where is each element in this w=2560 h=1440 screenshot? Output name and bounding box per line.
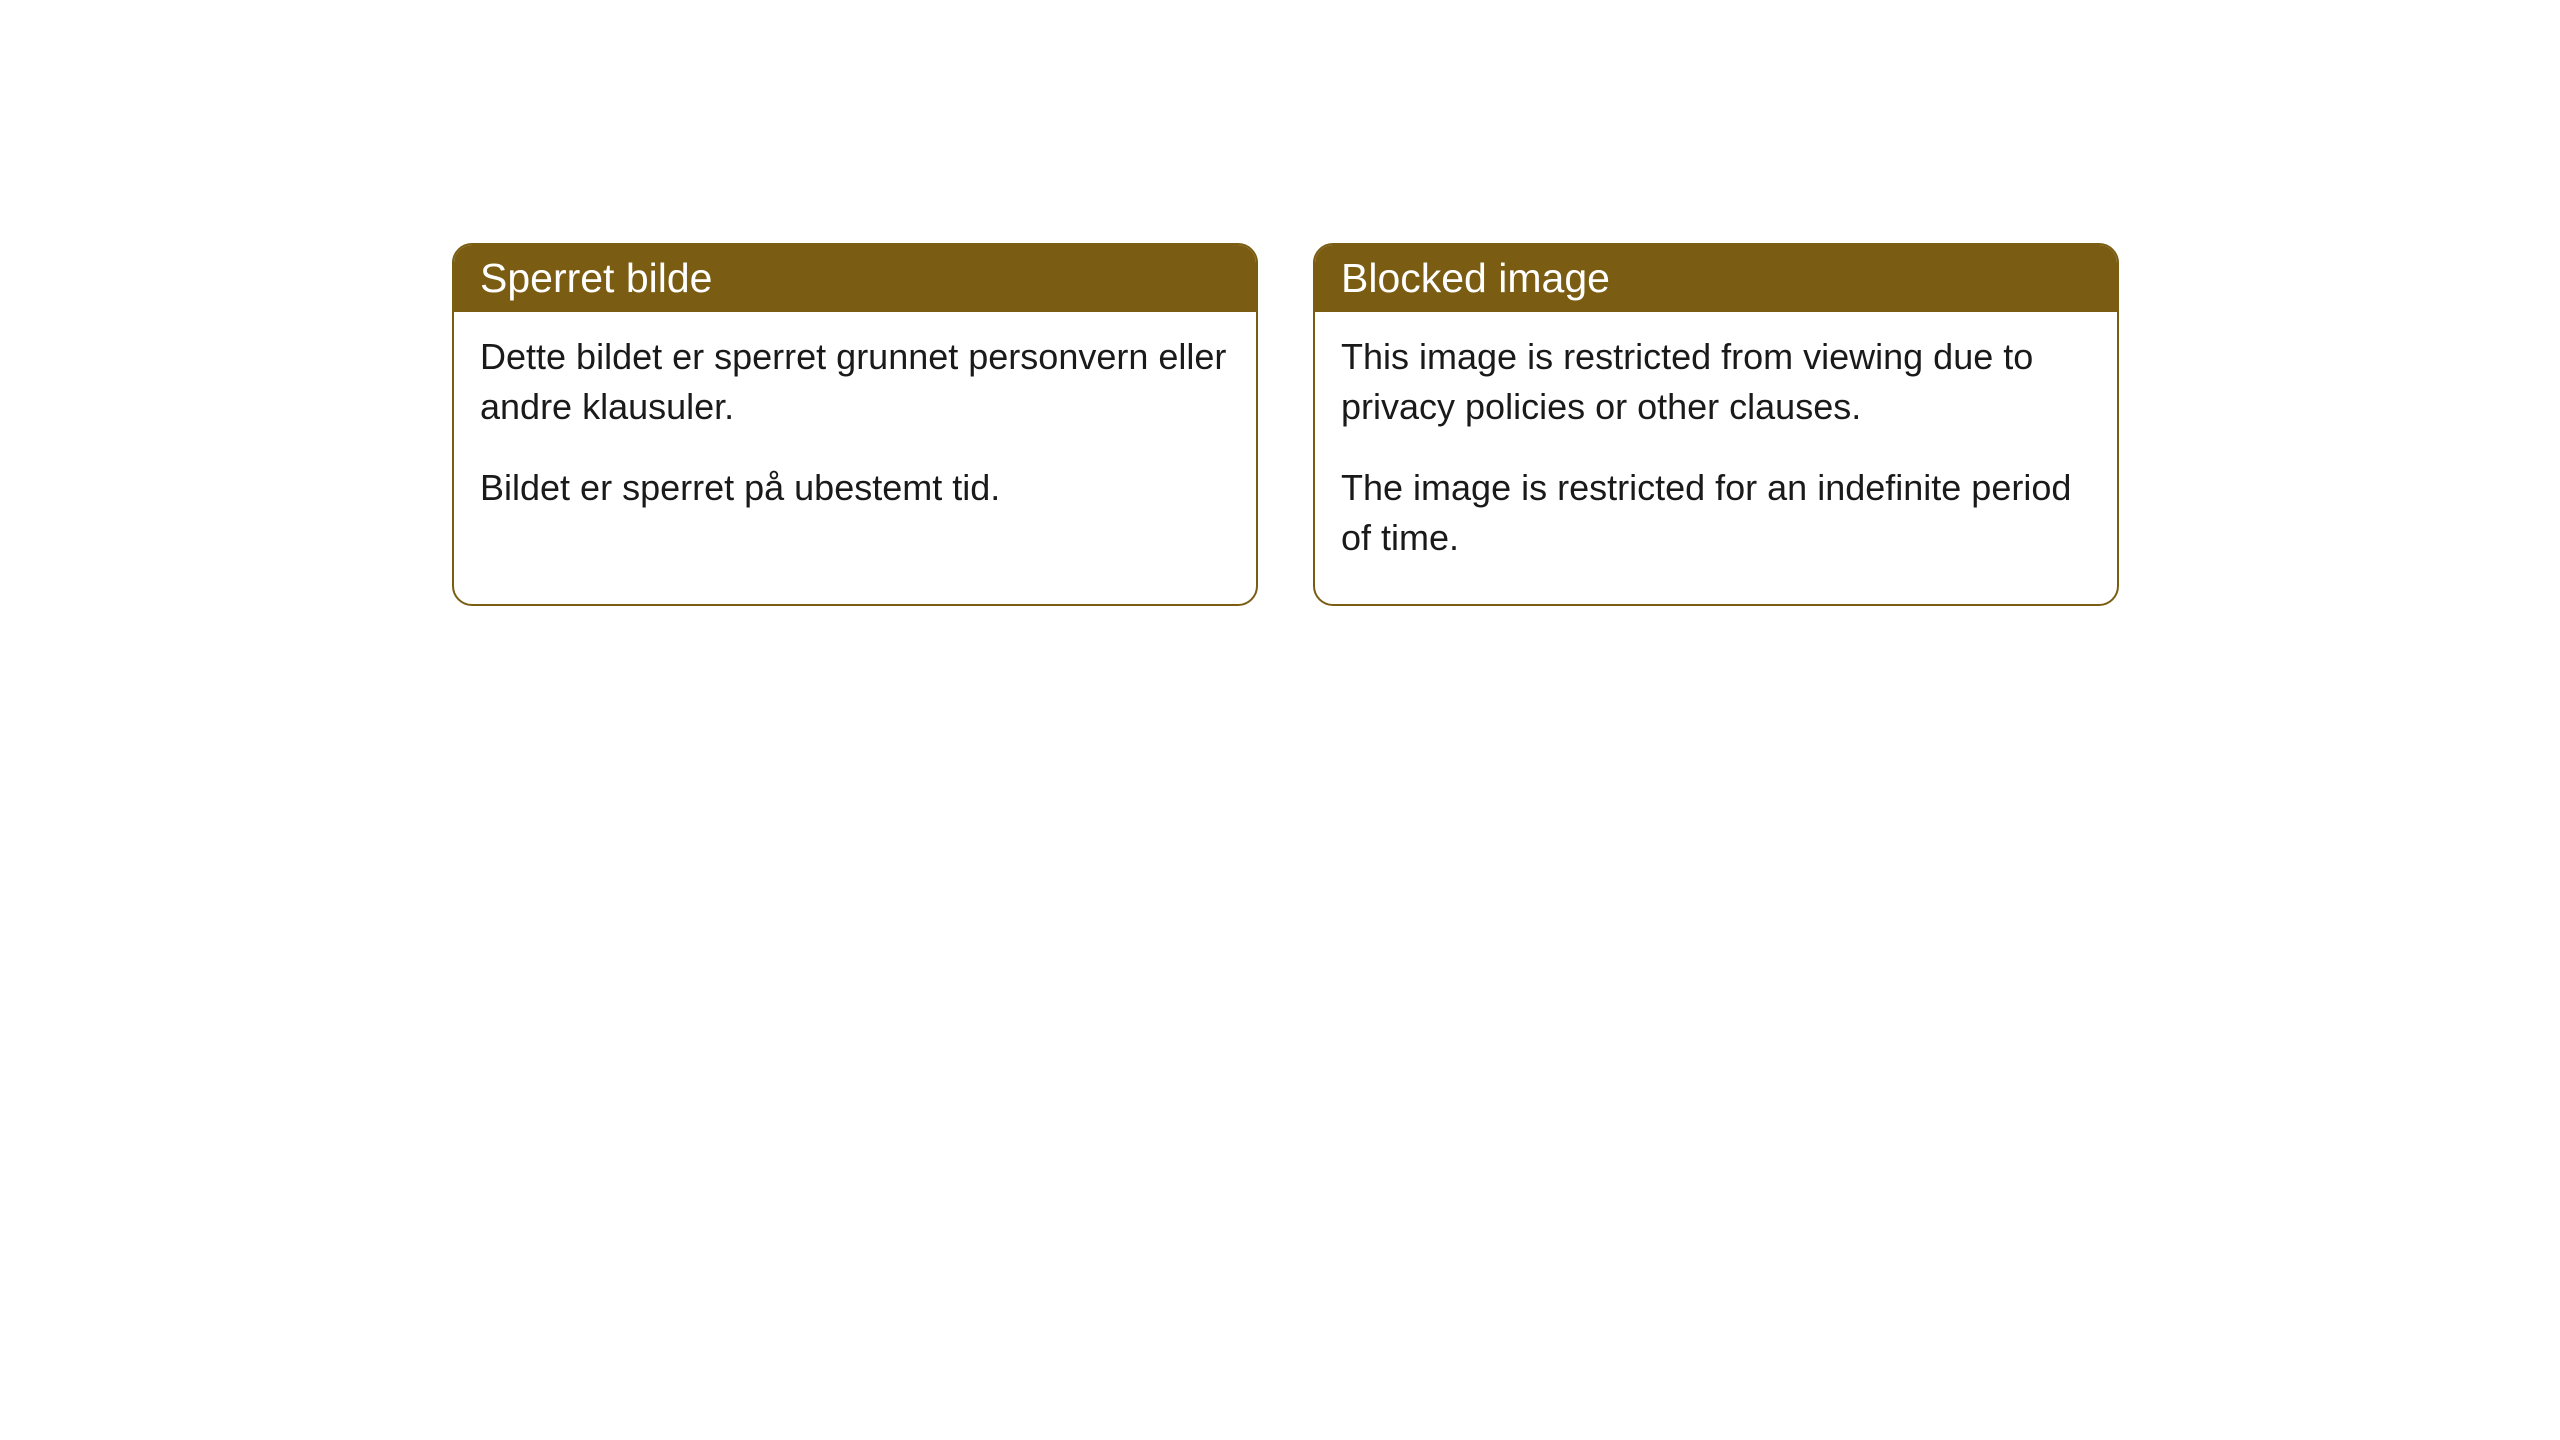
card-paragraph: Dette bildet er sperret grunnet personve… (480, 332, 1230, 433)
card-paragraph: This image is restricted from viewing du… (1341, 332, 2091, 433)
card-header: Sperret bilde (454, 245, 1256, 312)
blocked-image-card-no: Sperret bilde Dette bildet er sperret gr… (452, 243, 1258, 606)
card-header: Blocked image (1315, 245, 2117, 312)
card-paragraph: Bildet er sperret på ubestemt tid. (480, 463, 1230, 513)
card-body: This image is restricted from viewing du… (1315, 312, 2117, 604)
card-body: Dette bildet er sperret grunnet personve… (454, 312, 1256, 553)
card-paragraph: The image is restricted for an indefinit… (1341, 463, 2091, 564)
blocked-image-card-en: Blocked image This image is restricted f… (1313, 243, 2119, 606)
cards-container: Sperret bilde Dette bildet er sperret gr… (452, 243, 2119, 606)
